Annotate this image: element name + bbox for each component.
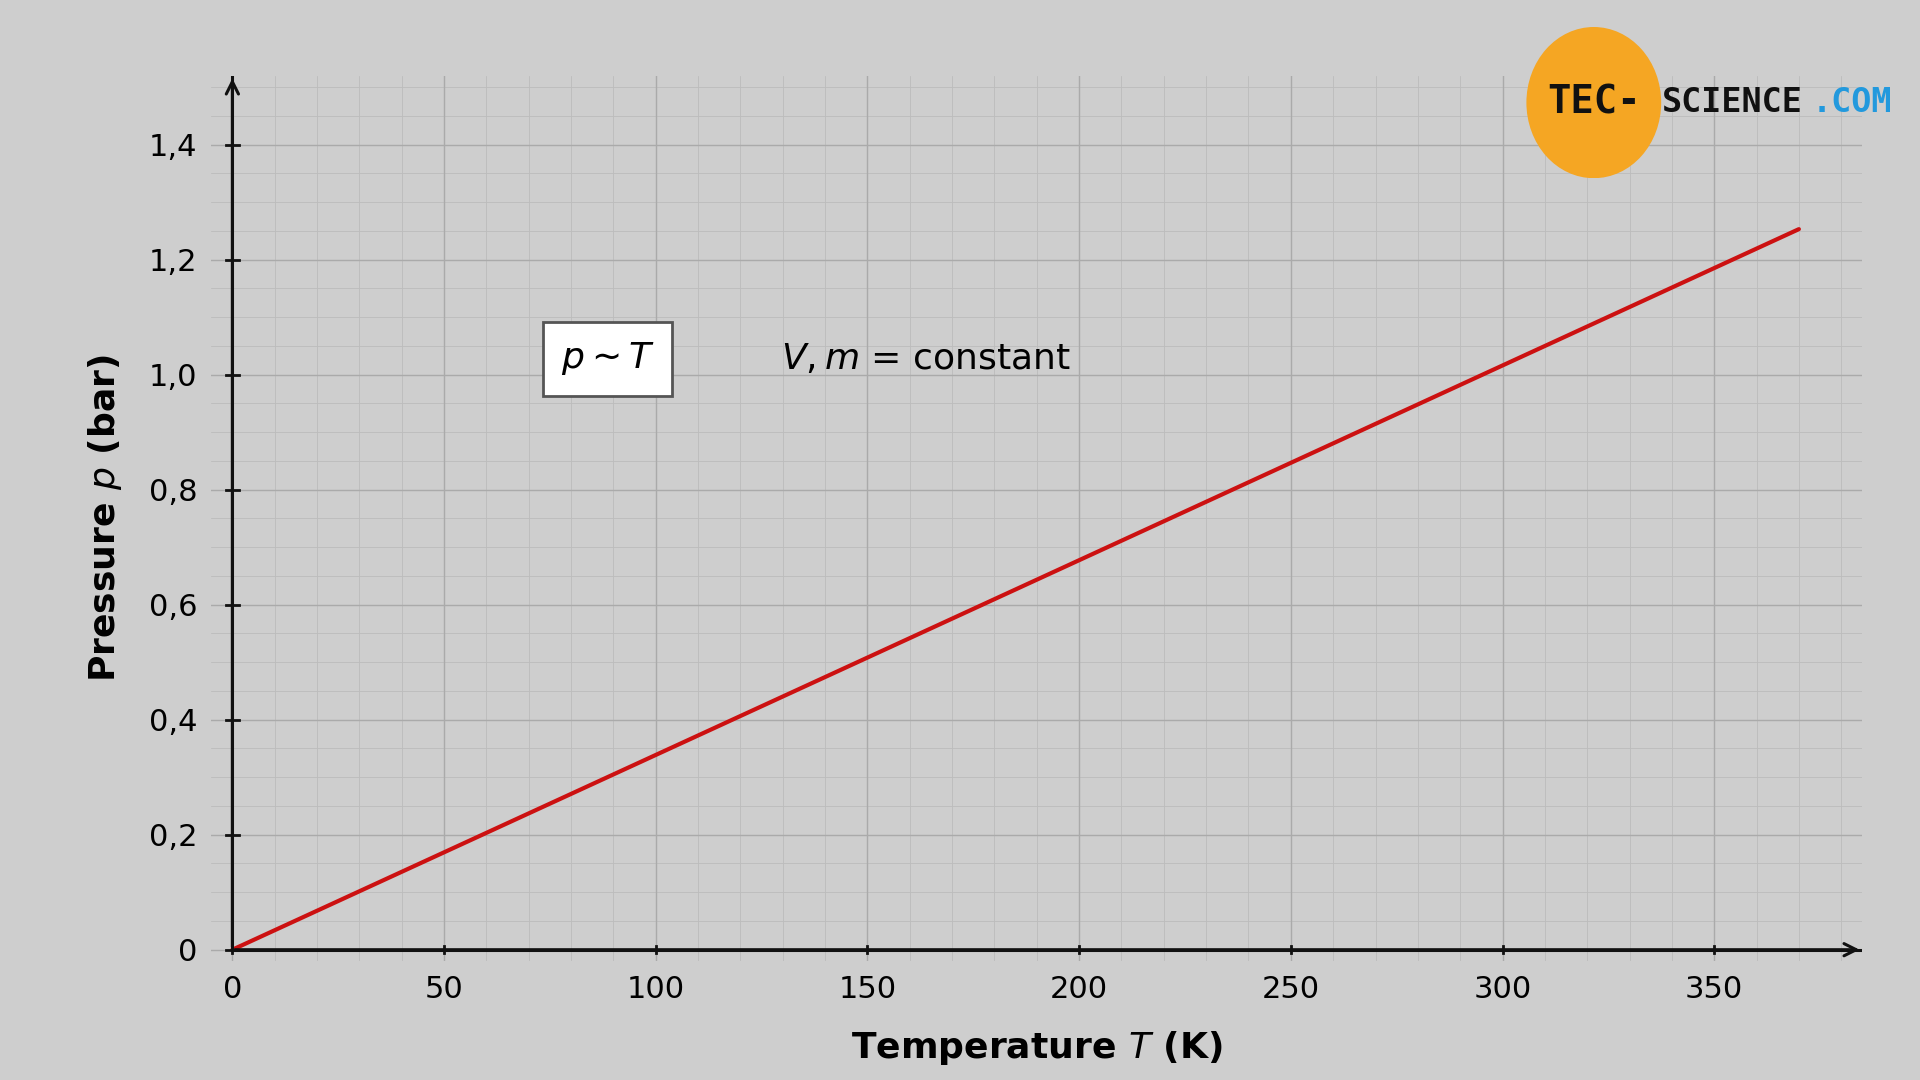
Ellipse shape xyxy=(1526,27,1661,178)
Text: $V, m$ = constant: $V, m$ = constant xyxy=(781,342,1071,376)
X-axis label: Temperature $T$ (K): Temperature $T$ (K) xyxy=(851,1029,1223,1067)
Text: SCIENCE: SCIENCE xyxy=(1663,86,1803,119)
Text: TEC-: TEC- xyxy=(1548,83,1640,122)
Text: .COM: .COM xyxy=(1812,86,1893,119)
Text: $p \sim T$: $p \sim T$ xyxy=(561,340,655,378)
Y-axis label: Pressure $p$ (bar): Pressure $p$ (bar) xyxy=(86,354,123,683)
